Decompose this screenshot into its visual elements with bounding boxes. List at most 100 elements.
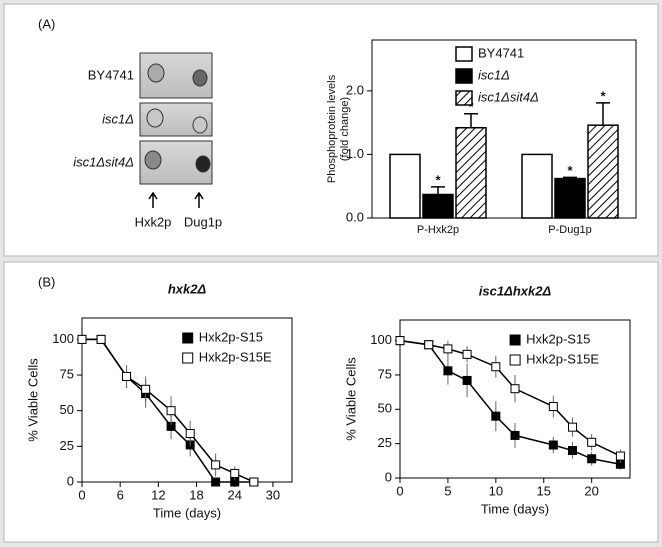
legend-swatch bbox=[509, 334, 521, 346]
legend-label: Hxk2p-S15 bbox=[199, 329, 263, 344]
blot-row-label: isc1Δ bbox=[102, 111, 134, 126]
point bbox=[510, 384, 520, 394]
legend-swatch bbox=[509, 354, 521, 366]
blot-spot bbox=[146, 108, 164, 128]
x-tick-label: 10 bbox=[489, 483, 503, 498]
point bbox=[548, 402, 558, 412]
point bbox=[462, 349, 472, 359]
blot-row-label: isc1Δsit4Δ bbox=[73, 154, 134, 169]
y-axis-label: % Viable Cells bbox=[343, 357, 358, 441]
blot-spot bbox=[147, 63, 165, 83]
x-tick-label: 30 bbox=[266, 487, 280, 502]
point bbox=[185, 429, 195, 439]
y-axis-label: (fold change) bbox=[339, 97, 351, 161]
y-tick-label: 75 bbox=[60, 366, 74, 381]
x-tick-label: 0 bbox=[78, 487, 85, 502]
x-axis-label: Time (days) bbox=[153, 505, 221, 520]
x-tick-label: 20 bbox=[584, 483, 598, 498]
blot-lane-label: Dug1p bbox=[184, 214, 222, 229]
panel-label: (A) bbox=[38, 16, 55, 31]
blot-row-label: BY4741 bbox=[88, 67, 134, 82]
y-tick-label: 50 bbox=[378, 401, 392, 416]
blot-spot bbox=[192, 69, 208, 87]
point bbox=[443, 344, 453, 354]
point bbox=[424, 340, 434, 350]
point bbox=[249, 477, 259, 487]
bar bbox=[521, 153, 553, 219]
chart-title: isc1Δhxk2Δ bbox=[479, 283, 552, 298]
x-tick-label: 12 bbox=[151, 487, 165, 502]
y-tick-label: 0 bbox=[385, 469, 392, 484]
y-tick-label: 100 bbox=[370, 332, 392, 347]
blot: BY4741 isc1Δ isc1Δsit4Δ Hxk2p Dug1p bbox=[73, 52, 222, 229]
blot-lane-label: Hxk2p bbox=[135, 214, 172, 229]
error-bar bbox=[431, 186, 445, 195]
legend-swatch bbox=[182, 332, 194, 344]
x-tick-label: 0 bbox=[396, 483, 403, 498]
point bbox=[443, 366, 453, 376]
significance: * bbox=[435, 172, 441, 187]
x-tick-label: P-Dug1p bbox=[548, 224, 591, 236]
y-tick-label: 100 bbox=[52, 331, 74, 346]
error-bar bbox=[596, 102, 610, 126]
y-tick-label: 2.0 bbox=[346, 82, 364, 97]
legend-label: Hxk2p-S15 bbox=[526, 331, 590, 346]
x-axis-label: Time (days) bbox=[481, 501, 549, 516]
x-tick-label: 5 bbox=[444, 483, 451, 498]
y-tick-label: 0 bbox=[67, 473, 74, 488]
bar bbox=[455, 126, 487, 219]
x-tick-label: 6 bbox=[117, 487, 124, 502]
point bbox=[587, 437, 597, 447]
point bbox=[122, 371, 132, 381]
panel-b bbox=[3, 261, 659, 543]
x-tick-label: 24 bbox=[227, 487, 241, 502]
significance: * bbox=[468, 99, 474, 114]
series-line bbox=[399, 339, 621, 465]
point bbox=[395, 336, 405, 346]
point bbox=[491, 411, 501, 421]
point bbox=[462, 375, 472, 385]
y-tick-label: 25 bbox=[378, 435, 392, 450]
point bbox=[96, 334, 106, 344]
legend-label: isc1Δ bbox=[478, 67, 510, 82]
x-tick-label: P-Hxk2p bbox=[417, 224, 459, 236]
x-tick-label: 15 bbox=[537, 483, 551, 498]
x-tick-label: 18 bbox=[189, 487, 203, 502]
point bbox=[548, 440, 558, 450]
chart-title: hxk2Δ bbox=[168, 281, 207, 296]
blot-spot bbox=[144, 150, 162, 170]
legend-label: isc1Δsit4Δ bbox=[478, 89, 539, 104]
legend-swatch bbox=[455, 68, 473, 84]
point bbox=[77, 334, 87, 344]
y-axis-label: % Viable Cells bbox=[25, 358, 40, 442]
point bbox=[510, 430, 520, 440]
point bbox=[211, 460, 221, 470]
y-tick-label: 25 bbox=[60, 438, 74, 453]
point bbox=[166, 406, 176, 416]
point bbox=[230, 468, 240, 478]
legend-swatch bbox=[182, 352, 194, 364]
bar bbox=[587, 124, 619, 219]
legend-label: Hxk2p-S15E bbox=[199, 349, 272, 364]
point bbox=[491, 362, 501, 372]
significance: * bbox=[600, 88, 606, 103]
plot-frame bbox=[399, 319, 631, 479]
y-tick-label: 1.0 bbox=[346, 146, 364, 161]
blot-arrows bbox=[148, 191, 204, 208]
y-tick-label: 75 bbox=[378, 366, 392, 381]
y-tick-label: 0.0 bbox=[346, 209, 364, 224]
point bbox=[587, 454, 597, 464]
point bbox=[568, 422, 577, 432]
point bbox=[211, 477, 221, 487]
bar bbox=[422, 193, 454, 219]
panel-label: (B) bbox=[38, 274, 55, 289]
bar bbox=[554, 177, 586, 219]
plot-frame bbox=[81, 317, 293, 483]
legend-label: Hxk2p-S15E bbox=[526, 351, 599, 366]
legend-swatch bbox=[455, 90, 473, 106]
blot-spot bbox=[195, 155, 211, 173]
error-bar bbox=[464, 112, 478, 128]
error-bar bbox=[563, 176, 577, 179]
